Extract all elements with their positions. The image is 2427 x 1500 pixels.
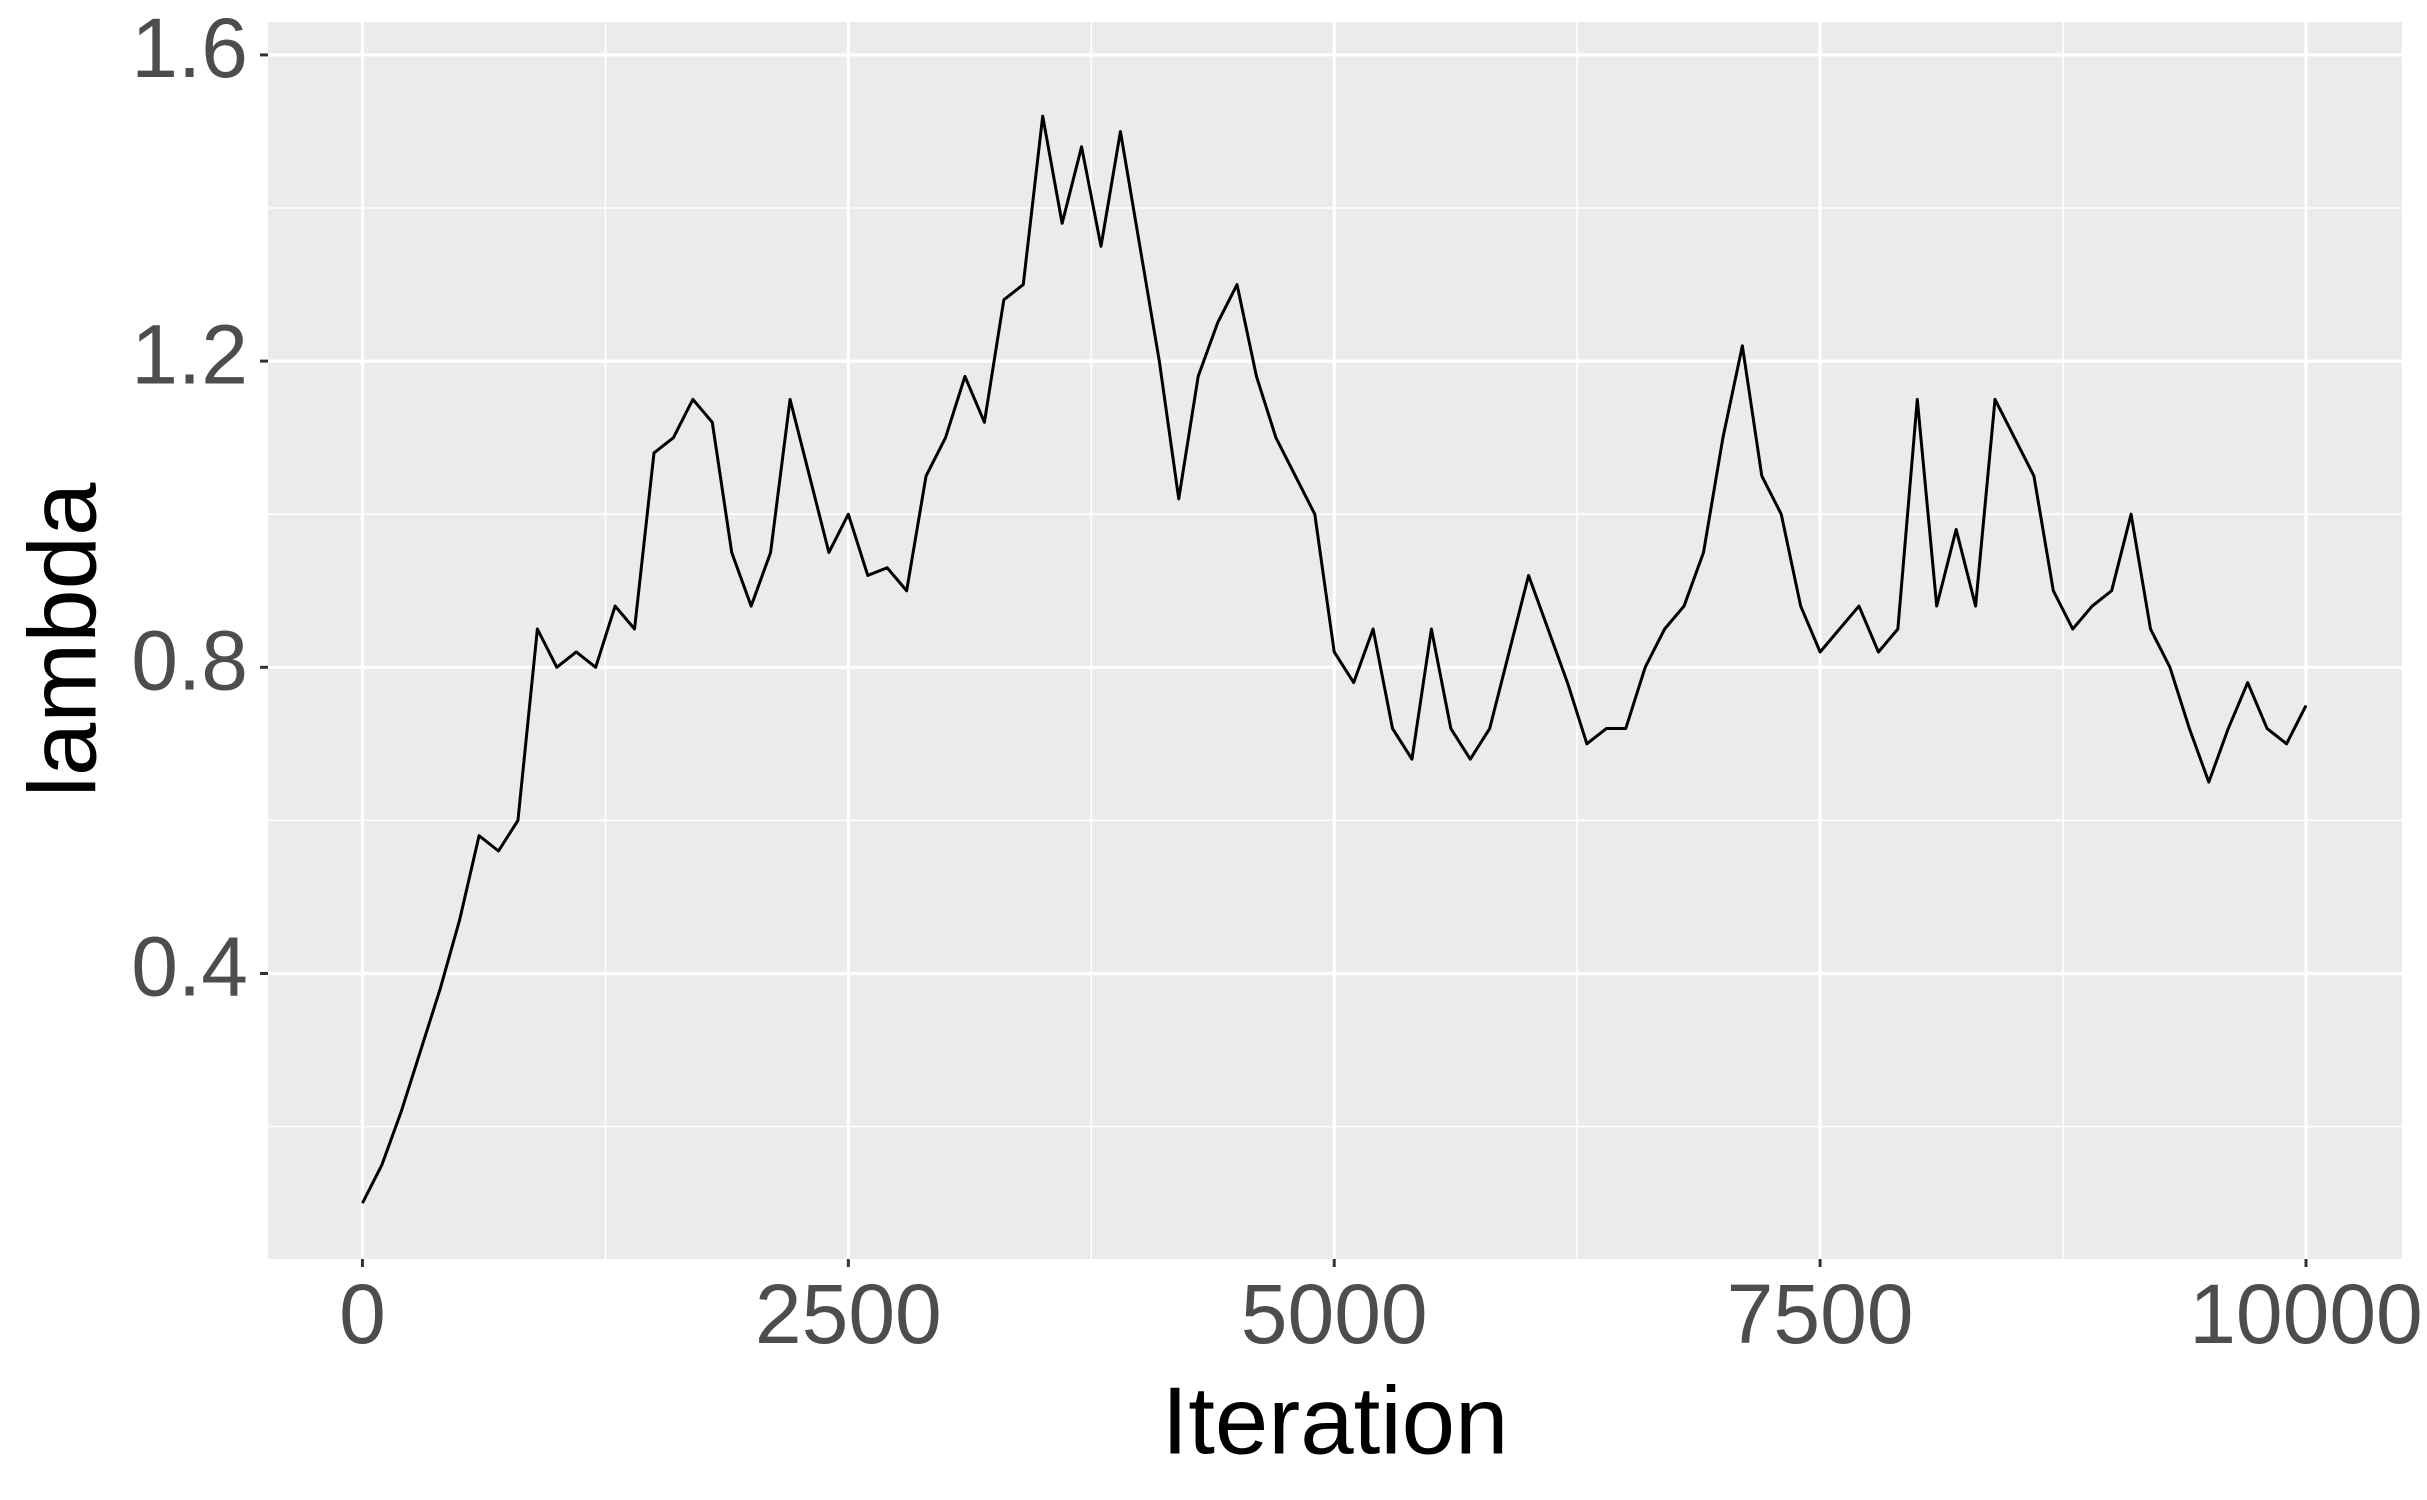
x-tick-label: 5000 xyxy=(1241,1267,1428,1361)
x-tick-label: 0 xyxy=(339,1267,386,1361)
y-tick-label: 1.2 xyxy=(131,307,248,401)
y-axis-title: lambda xyxy=(9,482,116,797)
x-tick-label: 10000 xyxy=(2189,1267,2423,1361)
y-tick-label: 0.8 xyxy=(131,613,248,707)
x-axis-title: Iteration xyxy=(1162,1367,1509,1474)
data-line xyxy=(361,114,2308,1204)
x-tick-label: 7500 xyxy=(1727,1267,1914,1361)
x-tick-label: 2500 xyxy=(755,1267,942,1361)
y-tick-label: 0.4 xyxy=(131,920,248,1014)
plot: 0 2500 5000 7500 10000 0.4 0.8 1.2 1.6 xyxy=(131,1,2423,1361)
y-tick-label: 1.6 xyxy=(131,1,248,95)
